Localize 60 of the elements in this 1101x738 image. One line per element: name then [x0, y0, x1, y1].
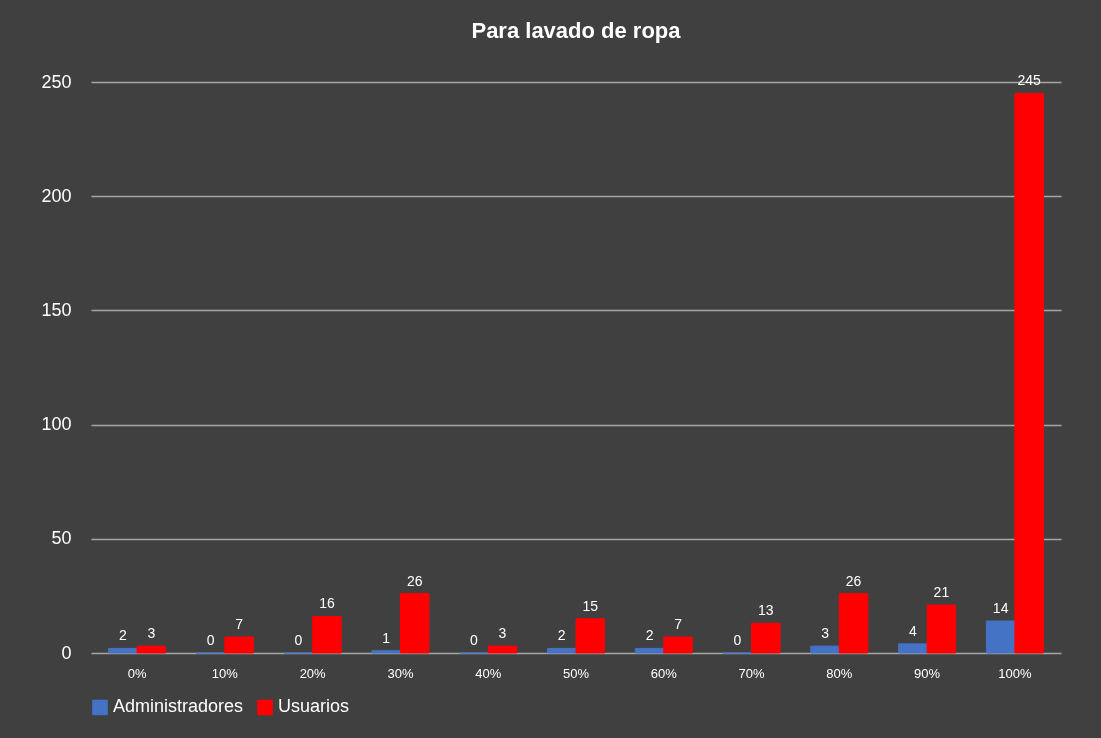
- data-label: 21: [933, 584, 950, 601]
- bar: [985, 620, 1016, 654]
- bar: [108, 647, 138, 654]
- x-tick-label: 30%: [387, 665, 414, 681]
- x-tick-label: 0%: [127, 665, 147, 681]
- bar: [634, 647, 665, 654]
- y-tick-label: 150: [41, 299, 72, 320]
- data-label: 4: [908, 622, 917, 639]
- bar: [1014, 92, 1044, 654]
- y-tick-label: 250: [41, 71, 72, 92]
- data-label: 2: [118, 627, 127, 644]
- y-tick-label: 50: [51, 528, 72, 549]
- x-tick-label: 100%: [998, 665, 1032, 681]
- data-label: 26: [406, 572, 423, 589]
- data-label: 16: [319, 595, 335, 612]
- data-label: 7: [235, 616, 244, 633]
- data-label: 0: [470, 632, 479, 648]
- bar: [136, 645, 167, 654]
- x-tick-label: 50%: [562, 665, 590, 681]
- bar: [546, 647, 577, 654]
- data-label: 2: [557, 627, 566, 644]
- x-tick-label: 60%: [650, 665, 678, 681]
- bar: [810, 645, 840, 654]
- x-tick-label: 40%: [475, 665, 502, 681]
- data-label: 13: [758, 602, 774, 619]
- bar: [751, 622, 781, 654]
- x-tick-label: 70%: [738, 665, 766, 681]
- data-label: 7: [674, 616, 683, 633]
- legend-label: Administradores: [113, 696, 244, 717]
- data-label: 3: [821, 625, 830, 642]
- y-tick-label: 100: [41, 414, 72, 435]
- data-label: 0: [206, 632, 215, 648]
- data-label: 0: [733, 632, 742, 648]
- chart-title: Para lavado de ropa: [471, 18, 682, 43]
- data-label: 3: [147, 625, 156, 642]
- data-label: 15: [582, 597, 599, 614]
- x-tick-label: 20%: [299, 665, 327, 681]
- data-label: 245: [1017, 72, 1042, 89]
- data-label: 1: [382, 629, 391, 646]
- bar: [663, 636, 693, 654]
- bar: [487, 645, 518, 654]
- bar: [838, 593, 869, 654]
- bar: [575, 618, 606, 654]
- x-tick-label: 80%: [826, 665, 853, 681]
- bar: [224, 636, 254, 654]
- bar: [898, 643, 928, 654]
- data-label: 26: [845, 572, 862, 589]
- data-label: 0: [294, 632, 303, 648]
- bar: [399, 593, 430, 654]
- data-label: 14: [992, 600, 1009, 617]
- x-tick-label: 90%: [914, 665, 941, 681]
- data-label: 2: [645, 627, 654, 644]
- bar: [312, 615, 342, 654]
- x-tick-label: 10%: [211, 665, 239, 681]
- legend-label: Usuarios: [278, 696, 350, 717]
- y-tick-label: 200: [41, 185, 72, 206]
- bar: [371, 650, 401, 654]
- bar: [926, 604, 957, 654]
- y-tick-label: 0: [61, 642, 72, 663]
- data-label: 3: [498, 625, 507, 642]
